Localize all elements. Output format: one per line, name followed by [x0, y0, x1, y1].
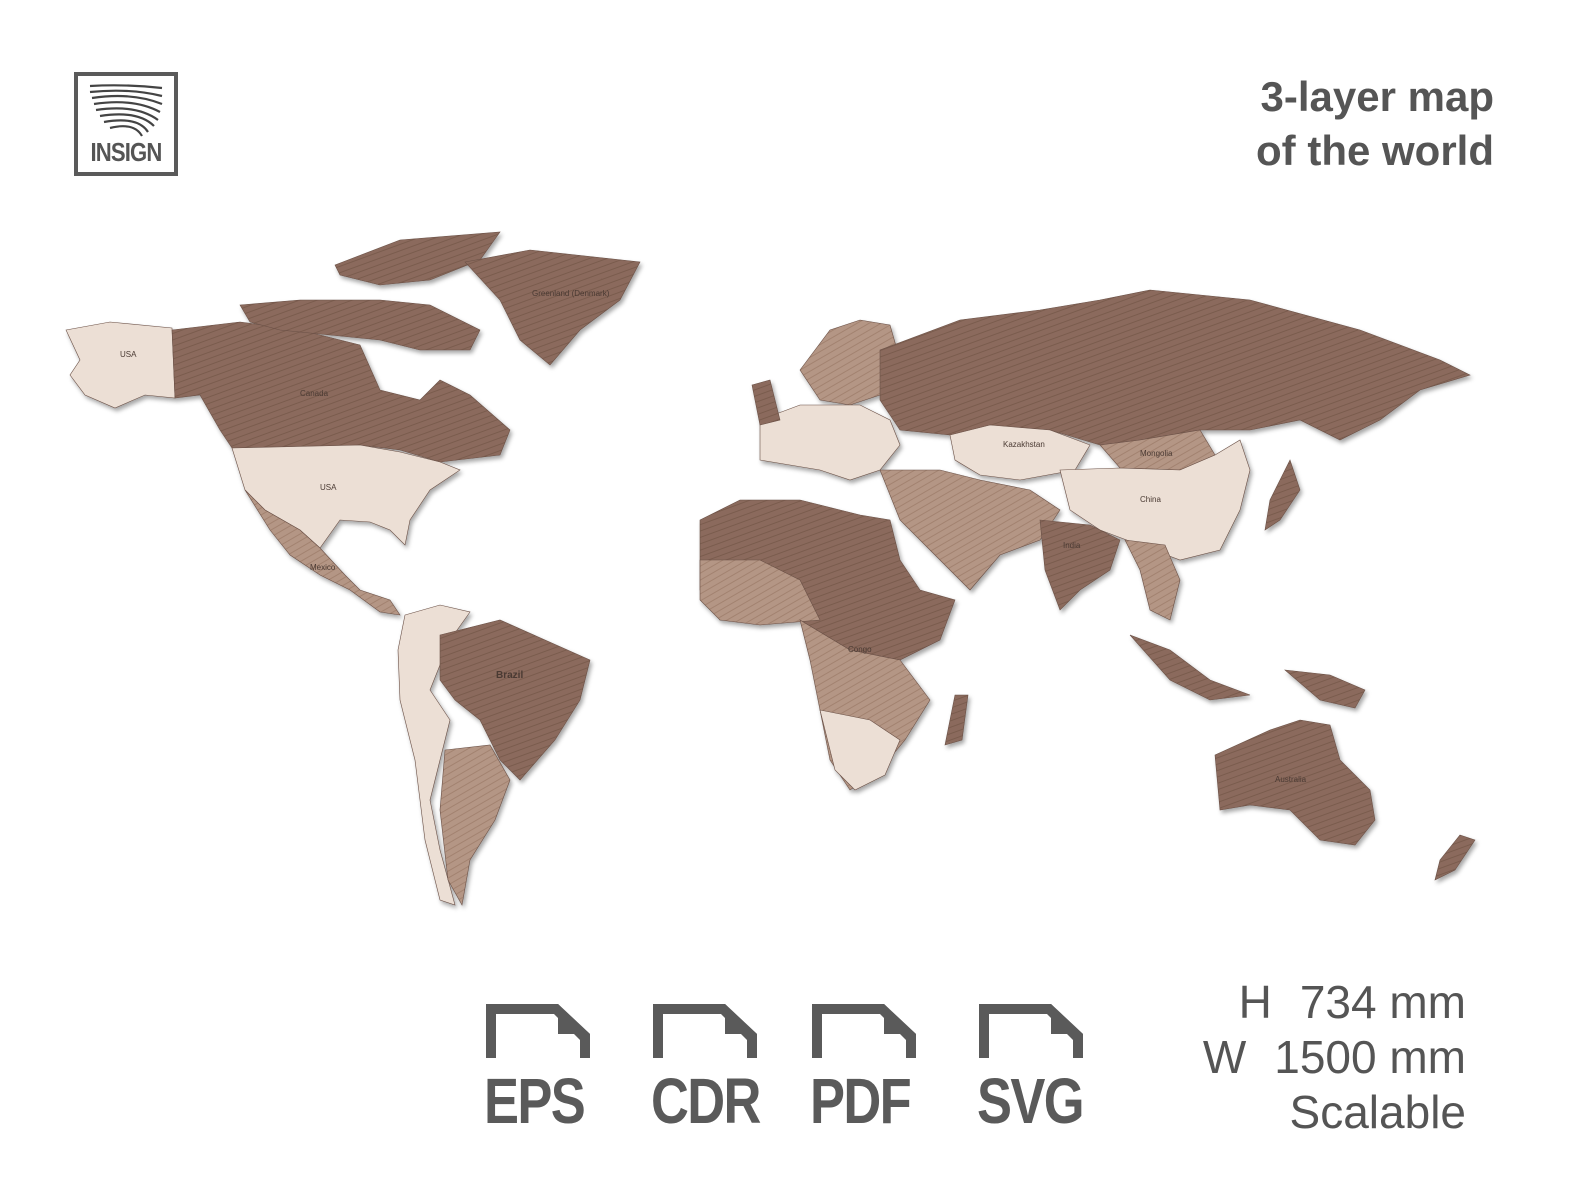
label-brazil: Brazil [496, 670, 523, 681]
russia [879, 289, 1471, 446]
format-svg: SVG [977, 1004, 1085, 1138]
file-icon [486, 1004, 590, 1058]
scalable-note: Scalable [1289, 1086, 1466, 1138]
format-eps: EPS [484, 1004, 592, 1138]
middle-east [879, 469, 1061, 591]
file-icon [653, 1004, 757, 1058]
file-icon [812, 1004, 916, 1058]
argentina [439, 744, 511, 906]
fingerprint-icon [89, 84, 163, 137]
height-row: H 734 mm [1203, 975, 1466, 1030]
label-mexico: Mexico [310, 563, 336, 572]
height-value: 734 mm [1299, 976, 1466, 1028]
insign-logo: INSIGN [74, 72, 178, 176]
south-america-west [397, 604, 471, 906]
width-key: W [1202, 1031, 1247, 1083]
label-mongolia: Mongolia [1140, 449, 1173, 458]
australia [1214, 719, 1376, 846]
page-title: 3-layer map of the world [1256, 70, 1494, 178]
india [1039, 519, 1121, 611]
height-key: H [1238, 976, 1272, 1028]
label-alaska: USA [120, 350, 137, 359]
format-label: SVG [977, 1065, 1085, 1137]
canada-islands [239, 299, 481, 351]
label-kazakhstan: Kazakhstan [1003, 440, 1045, 449]
title-line-1: 3-layer map [1260, 73, 1494, 120]
canada [171, 321, 511, 463]
alaska [65, 321, 176, 409]
file-icon [979, 1004, 1083, 1058]
width-row: W 1500 mm [1203, 1030, 1466, 1085]
label-india: India [1063, 541, 1081, 550]
logo-text: INSIGN [90, 137, 162, 167]
title-line-2: of the world [1256, 127, 1494, 174]
label-congo: Congo [848, 645, 872, 654]
japan [1264, 459, 1301, 531]
europe [759, 404, 901, 481]
label-canada: Canada [300, 389, 329, 398]
uk [751, 379, 781, 426]
greenland [464, 249, 641, 366]
file-formats: EPS CDR PDF SVG [484, 1004, 1144, 1138]
arctic-islands [334, 231, 501, 286]
brazil [439, 619, 591, 781]
indonesia [1129, 634, 1251, 701]
width-value: 1500 mm [1274, 1031, 1466, 1083]
label-australia: Australia [1275, 775, 1307, 784]
label-china: China [1140, 495, 1161, 504]
new-guinea [1284, 669, 1366, 709]
format-label: CDR [651, 1065, 761, 1137]
africa-west [699, 559, 821, 626]
map-labels: USA Canada USA Greenland (Denmark) Mexic… [120, 289, 1307, 784]
southern-africa [819, 709, 901, 791]
southeast-asia [1124, 539, 1181, 621]
format-pdf: PDF [810, 1004, 918, 1138]
label-greenland: Greenland (Denmark) [532, 289, 610, 298]
format-label: PDF [810, 1065, 912, 1137]
new-zealand [1434, 834, 1476, 881]
format-label: EPS [484, 1065, 586, 1137]
dimensions: H 734 mm W 1500 mm Scalable [1203, 975, 1466, 1140]
label-usa: USA [320, 483, 337, 492]
mexico [244, 489, 401, 616]
format-cdr: CDR [651, 1004, 761, 1138]
usa [231, 444, 461, 549]
madagascar [944, 694, 969, 746]
